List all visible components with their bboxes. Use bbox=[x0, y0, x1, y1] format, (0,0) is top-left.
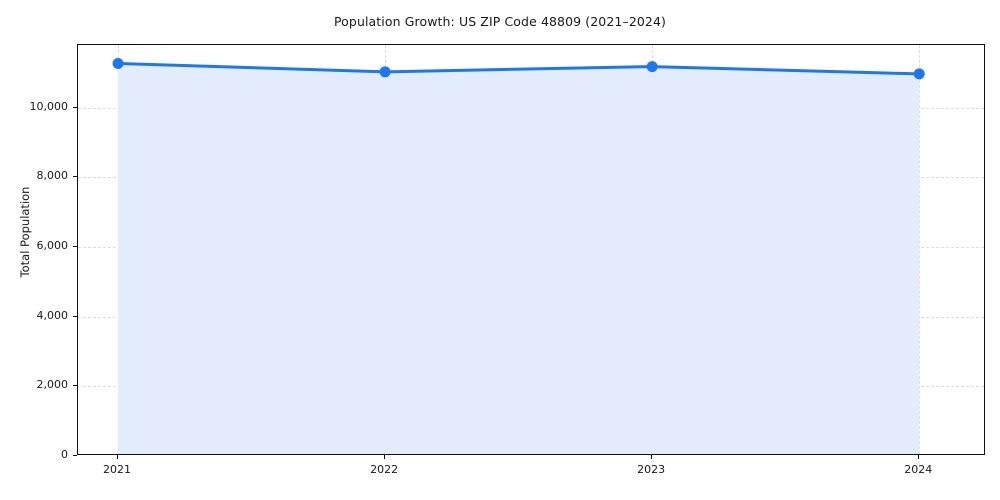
y-tick-label: 4,000 bbox=[36, 308, 69, 322]
x-tick-label: 2021 bbox=[103, 463, 132, 476]
y-tick-mark bbox=[73, 385, 77, 387]
y-tick-label: 2,000 bbox=[36, 378, 69, 392]
x-tick-mark bbox=[117, 455, 119, 459]
y-tick-label: 8,000 bbox=[36, 169, 69, 183]
y-tick-label: 6,000 bbox=[36, 239, 69, 253]
gridline-vertical bbox=[919, 45, 921, 454]
chart-title: Population Growth: US ZIP Code 48809 (20… bbox=[333, 14, 667, 29]
y-tick-mark bbox=[73, 176, 77, 178]
y-tick-mark bbox=[73, 455, 77, 456]
y-tick-mark bbox=[73, 246, 77, 248]
data-point-2021 bbox=[112, 57, 124, 69]
data-point-2023 bbox=[646, 61, 658, 73]
area-fill bbox=[118, 63, 920, 454]
y-tick-label: 10,000 bbox=[29, 99, 69, 113]
series-layer bbox=[112, 57, 925, 454]
x-tick-label: 2023 bbox=[637, 463, 666, 476]
y-tick-label: 0 bbox=[61, 448, 68, 461]
x-tick-mark bbox=[651, 455, 653, 459]
data-point-2022 bbox=[379, 66, 391, 78]
y-axis-label: Total Population bbox=[18, 186, 32, 278]
x-tick-mark bbox=[384, 455, 386, 459]
y-tick-mark bbox=[73, 315, 77, 317]
x-tick-mark bbox=[918, 455, 920, 459]
data-point-2024 bbox=[913, 68, 925, 80]
data-point-markers bbox=[112, 57, 925, 80]
plot-area bbox=[77, 44, 985, 455]
x-tick-label: 2024 bbox=[904, 463, 933, 476]
series-line bbox=[116, 61, 921, 76]
y-tick-mark bbox=[73, 106, 77, 108]
x-tick-label: 2022 bbox=[370, 463, 399, 476]
